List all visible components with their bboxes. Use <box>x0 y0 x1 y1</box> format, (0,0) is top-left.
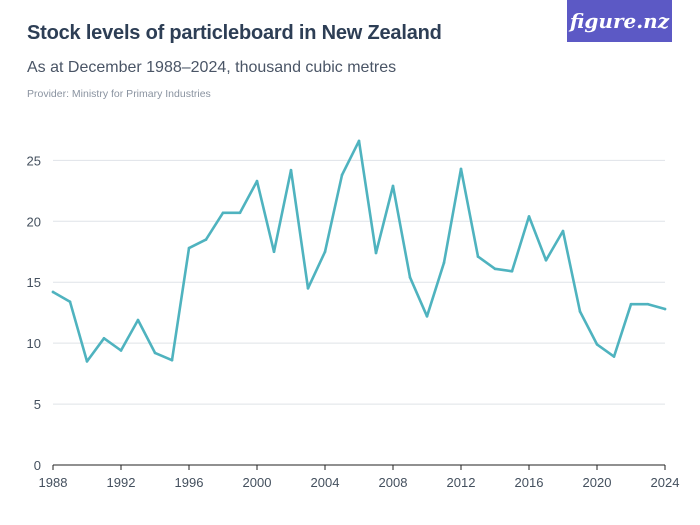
data-point <box>136 318 140 322</box>
data-point <box>340 173 344 177</box>
data-point <box>119 349 123 352</box>
data-point <box>663 307 667 311</box>
data-point <box>493 267 497 271</box>
data-point <box>629 302 633 306</box>
data-point <box>289 168 293 172</box>
x-tick-label: 2016 <box>515 475 544 490</box>
data-point <box>357 139 361 143</box>
x-tick-label: 2020 <box>583 475 612 490</box>
data-point <box>170 358 174 362</box>
data-point <box>595 343 599 346</box>
data-point <box>425 315 429 318</box>
x-tick-label: 2024 <box>651 475 680 490</box>
data-point <box>561 229 565 233</box>
data-point <box>459 167 463 171</box>
y-tick-label: 15 <box>27 275 41 290</box>
data-point <box>238 211 242 215</box>
data-point <box>374 251 378 255</box>
grid-lines <box>53 159 665 405</box>
data-point <box>187 246 191 250</box>
y-axis-ticks: 0 5 10 15 20 25 <box>27 153 41 473</box>
data-point <box>476 255 480 258</box>
data-point <box>306 287 310 290</box>
x-tick-label: 1988 <box>39 475 68 490</box>
chart-subtitle: As at December 1988–2024, thousand cubic… <box>27 59 397 76</box>
y-tick-label: 10 <box>27 336 41 351</box>
x-axis: 1988 1992 1996 2000 2004 2008 2012 2016 2020 2024 <box>39 464 680 490</box>
data-point <box>153 351 157 355</box>
data-point <box>221 211 225 215</box>
figure-nz-logo[interactable]: figure.nz <box>567 0 672 42</box>
data-point <box>51 290 55 294</box>
data-point <box>323 250 327 254</box>
y-tick-label: 25 <box>27 153 41 168</box>
data-point <box>68 300 72 304</box>
series-line <box>51 139 667 363</box>
x-tick-label: 2008 <box>379 475 408 490</box>
data-point <box>391 184 395 188</box>
x-tick-label: 2004 <box>311 475 340 490</box>
data-point <box>510 269 514 273</box>
chart-title: Stock levels of particleboard in New Zea… <box>27 22 442 44</box>
data-point <box>442 261 446 265</box>
data-point <box>408 276 412 279</box>
data-point <box>578 310 582 313</box>
data-point <box>544 258 548 262</box>
data-point <box>204 238 208 241</box>
y-tick-label: 20 <box>27 214 41 229</box>
provider-note: Provider: Ministry for Primary Industrie… <box>27 88 211 100</box>
data-point <box>85 360 89 363</box>
x-tick-label: 2000 <box>243 475 272 490</box>
y-tick-label: 0 <box>34 458 41 473</box>
series-lines <box>51 139 667 363</box>
data-point <box>255 179 259 183</box>
data-point <box>272 250 276 254</box>
data-point <box>527 215 531 218</box>
data-point <box>646 302 650 306</box>
x-tick-label: 1996 <box>175 475 204 490</box>
data-point <box>612 355 616 358</box>
data-point <box>102 336 106 340</box>
x-tick-label: 2012 <box>447 475 476 490</box>
x-tick-label: 1992 <box>107 475 136 490</box>
y-tick-label: 5 <box>34 397 41 412</box>
